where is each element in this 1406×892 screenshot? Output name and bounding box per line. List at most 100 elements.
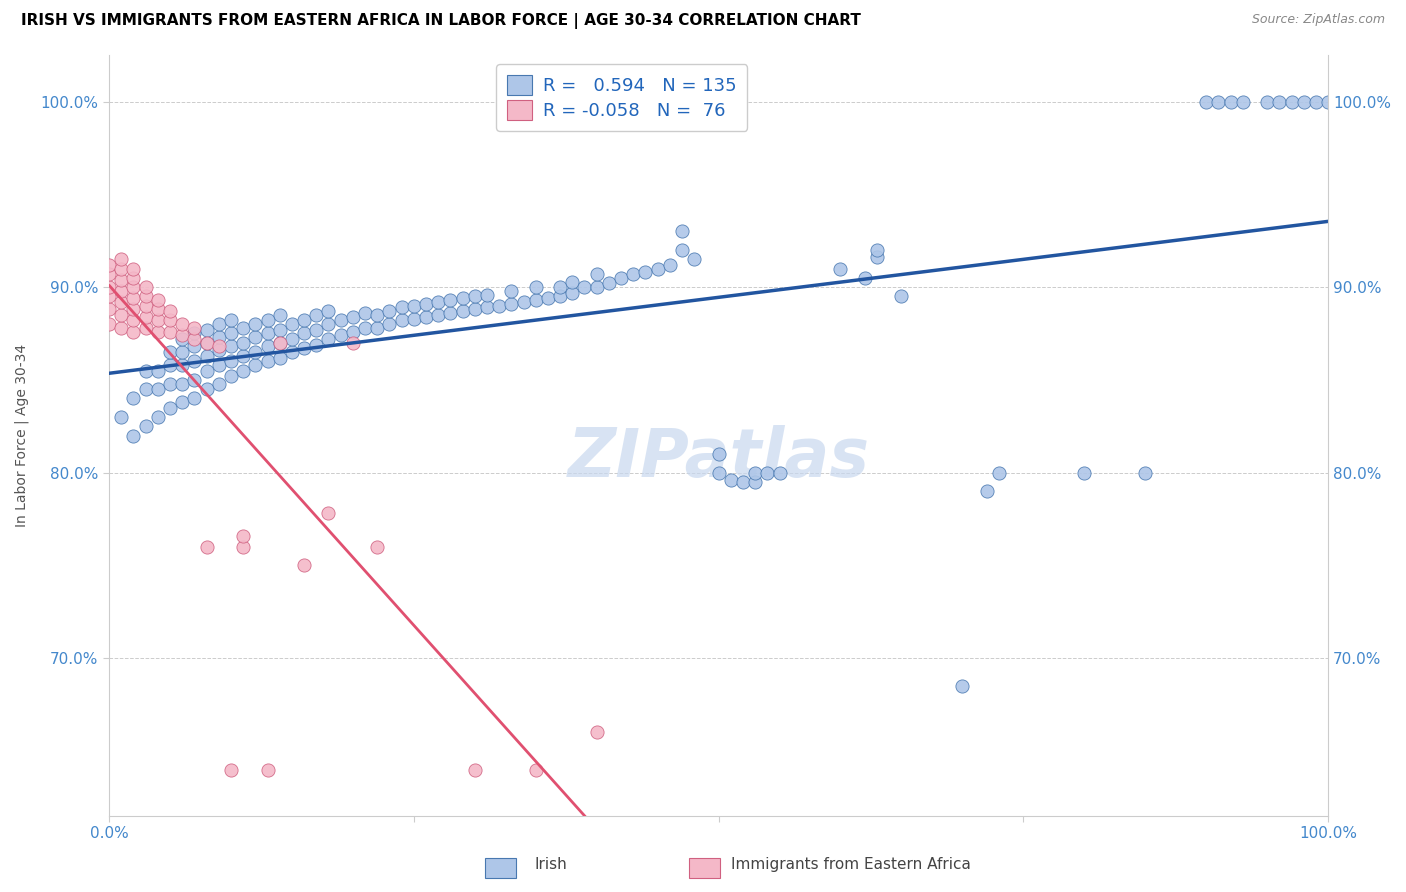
Point [402, 299, 425, 313]
Point [464, 289, 486, 303]
Point [232, 529, 254, 543]
Point [402, 311, 425, 326]
Point [366, 308, 388, 322]
Point [135, 310, 157, 324]
Point [245, 330, 267, 344]
Point [281, 317, 304, 331]
Point [366, 321, 388, 335]
Point [98, 267, 121, 281]
Point [524, 293, 547, 307]
Point [219, 354, 242, 368]
Point [135, 280, 157, 294]
Point [135, 382, 157, 396]
Point [524, 763, 547, 777]
Point [110, 321, 132, 335]
Point [366, 540, 388, 554]
Point [318, 507, 340, 521]
Point [98, 289, 121, 303]
Point [561, 275, 583, 289]
Point [548, 289, 571, 303]
Point [1208, 95, 1230, 109]
Point [537, 291, 560, 305]
Point [219, 369, 242, 384]
Point [292, 558, 315, 573]
Point [1219, 95, 1241, 109]
Point [98, 258, 121, 272]
Point [195, 363, 218, 377]
Point [548, 280, 571, 294]
Point [110, 273, 132, 287]
Point [561, 285, 583, 300]
Point [110, 284, 132, 298]
Point [281, 345, 304, 359]
Text: ZIPatlas: ZIPatlas [568, 425, 869, 491]
Point [744, 475, 766, 489]
Point [122, 261, 145, 276]
Point [451, 304, 474, 318]
Point [731, 475, 754, 489]
Point [122, 302, 145, 317]
Point [318, 304, 340, 318]
Point [195, 335, 218, 350]
Point [671, 243, 693, 257]
Point [146, 382, 169, 396]
Point [707, 447, 730, 461]
Point [415, 310, 437, 324]
Point [342, 325, 364, 339]
Point [866, 251, 889, 265]
Point [256, 326, 278, 341]
Point [585, 280, 607, 294]
Point [866, 243, 889, 257]
Point [159, 325, 181, 339]
Point [195, 540, 218, 554]
Point [195, 335, 218, 350]
Point [183, 321, 205, 335]
Point [475, 301, 498, 315]
Point [658, 258, 681, 272]
Point [1135, 466, 1157, 480]
Point [122, 291, 145, 305]
Point [208, 358, 231, 372]
Point [146, 325, 169, 339]
Point [524, 280, 547, 294]
Point [501, 297, 523, 311]
Point [183, 354, 205, 368]
Point [439, 293, 461, 307]
Point [159, 304, 181, 318]
Point [1281, 95, 1303, 109]
Point [720, 473, 742, 487]
Point [159, 376, 181, 391]
Point [172, 376, 194, 391]
Point [512, 294, 534, 309]
Point [475, 287, 498, 301]
Point [342, 335, 364, 350]
Point [281, 332, 304, 346]
Point [110, 409, 132, 424]
Point [256, 763, 278, 777]
Legend: R =   0.594   N = 135, R = -0.058   N =  76: R = 0.594 N = 135, R = -0.058 N = 76 [496, 64, 748, 131]
Point [208, 376, 231, 391]
Point [122, 325, 145, 339]
Point [305, 337, 328, 351]
Point [269, 323, 291, 337]
Point [110, 308, 132, 322]
Point [172, 317, 194, 331]
Point [305, 308, 328, 322]
Point [232, 363, 254, 377]
Point [146, 293, 169, 307]
Point [329, 313, 352, 327]
Point [853, 270, 876, 285]
Point [172, 395, 194, 409]
Point [245, 345, 267, 359]
Point [122, 280, 145, 294]
Point [172, 328, 194, 343]
Point [950, 679, 973, 693]
Point [195, 323, 218, 337]
Point [976, 484, 998, 499]
Point [256, 339, 278, 353]
Point [1268, 95, 1291, 109]
Point [172, 345, 194, 359]
Point [585, 725, 607, 739]
Point [1232, 95, 1254, 109]
Point [269, 335, 291, 350]
